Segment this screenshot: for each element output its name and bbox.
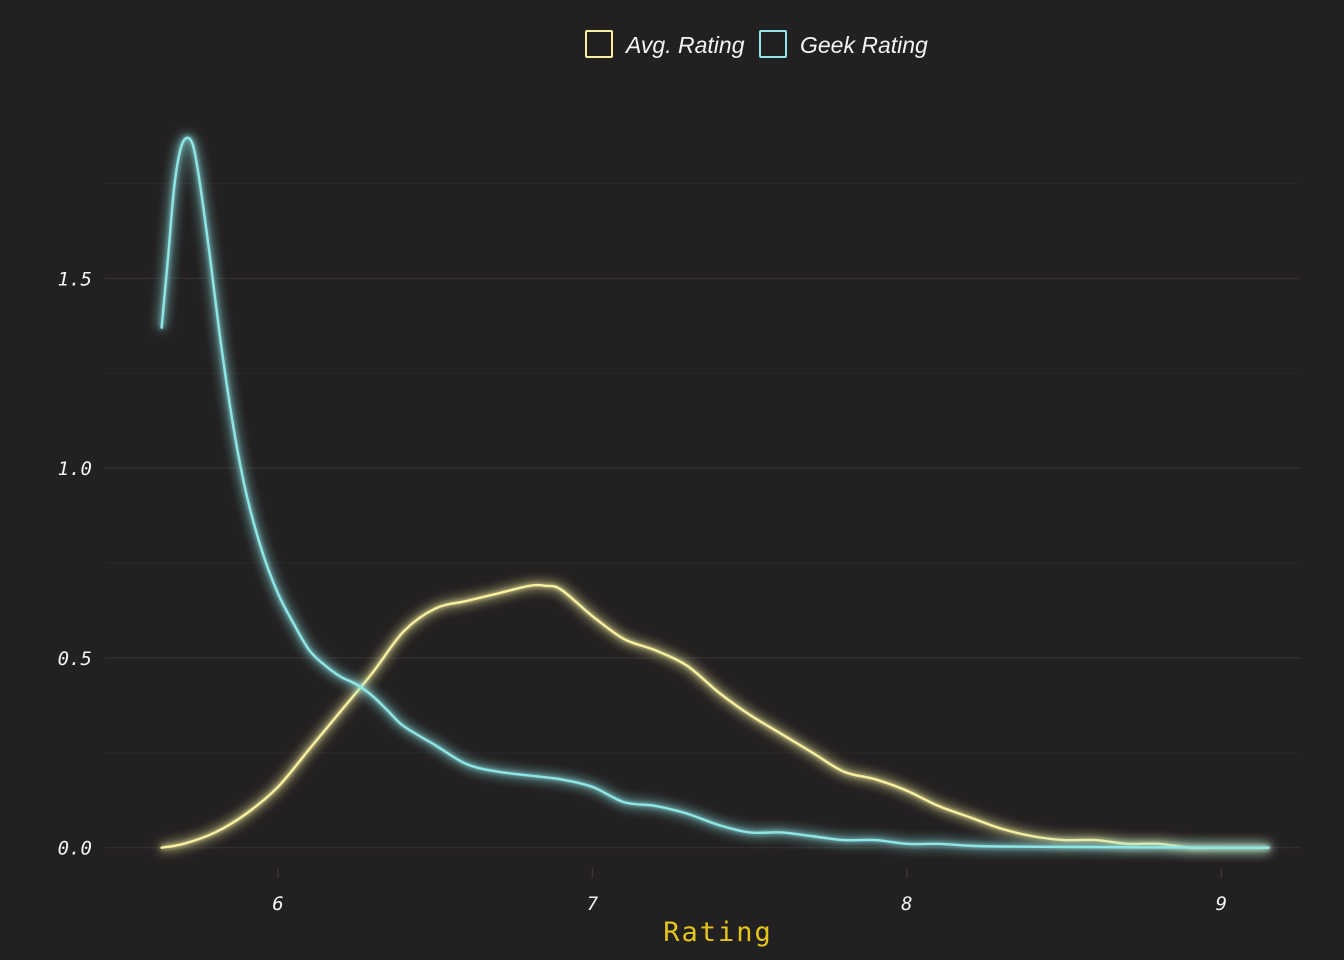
tick-labels: 0.0 0.5 1.0 1.5 6 7 8 9 <box>58 268 1227 915</box>
legend-swatch <box>585 30 613 58</box>
legend: Avg. Rating Geek Rating <box>585 30 928 58</box>
series-line-1 <box>160 136 1270 849</box>
legend-label: Geek Rating <box>800 32 928 58</box>
y-tick-label: 1.5 <box>58 268 92 290</box>
grid <box>105 182 1300 878</box>
legend-swatch <box>759 30 787 58</box>
x-tick-label: 7 <box>587 893 599 915</box>
x-tick-label: 9 <box>1216 893 1227 915</box>
y-tick-label: 0.0 <box>58 838 92 860</box>
legend-label: Avg. Rating <box>624 32 745 58</box>
x-tick-label: 6 <box>272 893 283 915</box>
x-axis-title: Rating <box>663 917 773 948</box>
y-tick-label: 0.5 <box>58 648 92 670</box>
series-group <box>160 136 1270 850</box>
y-tick-label: 1.0 <box>58 458 92 480</box>
series-line-0 <box>160 583 1270 850</box>
x-tick-label: 8 <box>901 893 912 915</box>
